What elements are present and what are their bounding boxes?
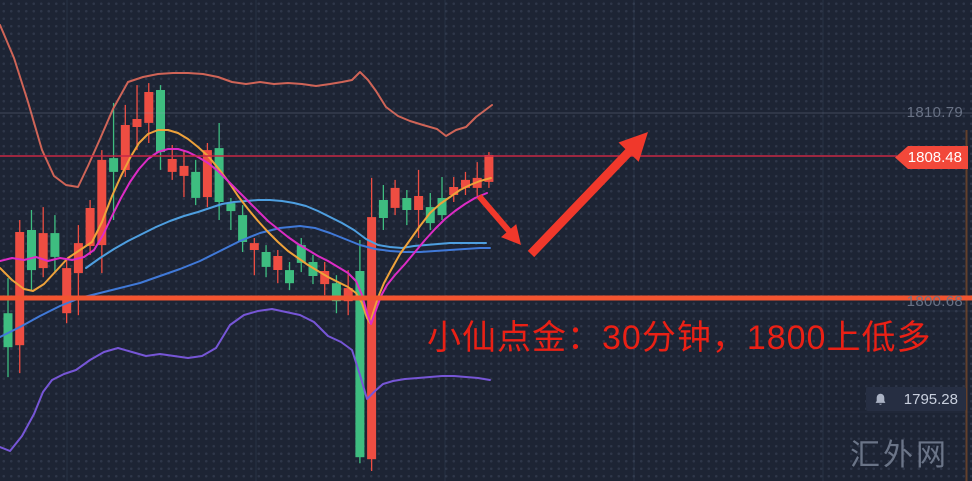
- alert-price-tag[interactable]: 1795.28: [866, 387, 966, 411]
- alert-price-value: 1795.28: [903, 390, 958, 408]
- annotation-text: 小仙点金：30分钟，1800上低多: [427, 319, 932, 357]
- bell-icon: [875, 393, 886, 405]
- current-price-tag[interactable]: 1808.48: [895, 146, 968, 169]
- current-price-value: 1808.48: [907, 149, 962, 166]
- watermark: 汇外网: [850, 439, 949, 472]
- price-label-upper: 1810.79: [906, 104, 963, 121]
- price-label-support: 1800.68: [906, 293, 963, 310]
